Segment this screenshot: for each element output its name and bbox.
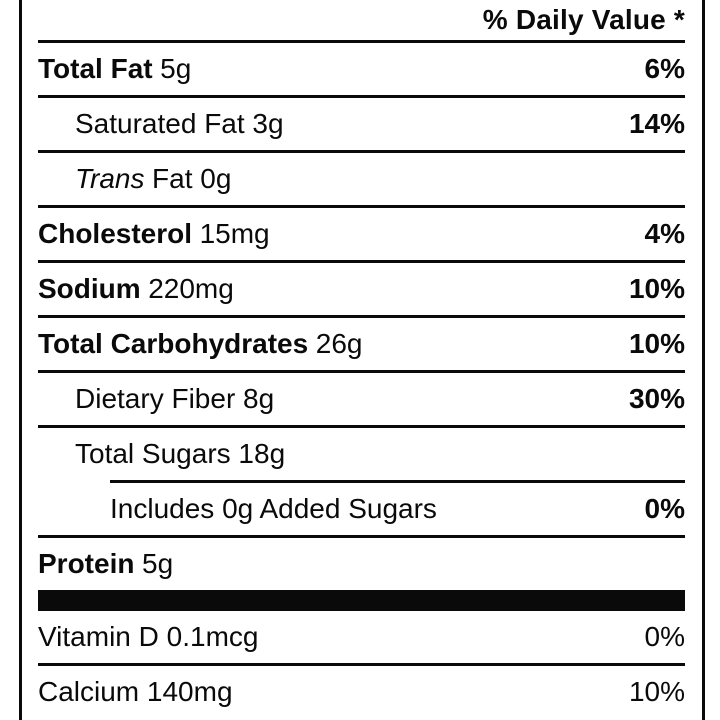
nutrient-name-amount: Vitamin D 0.1mcg (38, 621, 259, 652)
nutrient-name: Protein 5g (38, 548, 181, 580)
nutrient-name-amount: 15mg (199, 218, 270, 249)
nutrient-name: Vitamin D 0.1mcg (38, 621, 266, 653)
nutrient-row: Total Fat 5g 6% (38, 43, 685, 98)
nutrient-name-bold-part: Total Carbohydrates (38, 328, 309, 359)
nutrient-name: Sodium 220mg (38, 273, 241, 305)
nutrient-name-amount: Total Sugars 18g (75, 438, 286, 469)
nutrient-name-amount: Dietary Fiber 8g (75, 383, 275, 414)
nutrient-name-bold-part: Protein (38, 548, 135, 579)
nutrient-name: Trans Fat 0g (38, 163, 239, 195)
nutrient-name: Total Carbohydrates 26g (38, 328, 370, 360)
nutrient-row: Cholesterol 15mg 4% (38, 208, 685, 263)
nutrient-name-italic-part: Trans (75, 163, 145, 194)
nutrition-facts-label: % Daily Value * Total Fat 5g 6% Saturate… (19, 0, 705, 720)
nutrient-name: Includes 0g Added Sugars (38, 493, 444, 525)
nutrient-name-amount: 220mg (148, 273, 234, 304)
thick-divider-bar (38, 590, 685, 611)
nutrient-row: Protein 5g (38, 538, 685, 590)
nutrient-row: Trans Fat 0g (38, 153, 685, 208)
nutrient-name-bold-part: Sodium (38, 273, 141, 304)
nutrient-name: Saturated Fat 3g (38, 108, 291, 140)
nutrient-row: Dietary Fiber 8g 30% (38, 373, 685, 428)
nutrient-name: Total Fat 5g (38, 53, 199, 85)
daily-value-percent: 10% (628, 676, 685, 707)
daily-value-percent: 6% (644, 53, 685, 84)
nutrient-name-bold-part: Total Fat (38, 53, 153, 84)
nutrient-row: Sodium 220mg 10% (38, 263, 685, 318)
daily-value-percent: 4% (644, 218, 685, 249)
nutrient-row: Total Carbohydrates 26g 10% (38, 318, 685, 373)
nutrient-name-amount: Fat 0g (152, 163, 232, 194)
nutrient-row: Vitamin D 0.1mcg 0% (38, 611, 685, 666)
nutrient-name-amount: 5g (160, 53, 192, 84)
nutrient-name-amount: 26g (315, 328, 363, 359)
nutrient-rows: Total Fat 5g 6% Saturated Fat 3g 14% Tra… (38, 43, 685, 718)
nutrient-row: Calcium 140mg 10% (38, 666, 685, 718)
daily-value-percent: 0% (644, 493, 685, 524)
daily-value-header-label: % Daily Value * (482, 4, 685, 35)
nutrient-name: Dietary Fiber 8g (38, 383, 282, 415)
nutrient-name: Cholesterol 15mg (38, 218, 277, 250)
nutrient-name-bold-part: Cholesterol (38, 218, 193, 249)
daily-value-percent: 10% (628, 273, 685, 304)
nutrient-name: Total Sugars 18g (38, 438, 293, 470)
nutrient-name-amount: Saturated Fat 3g (75, 108, 284, 139)
nutrient-name-amount: Calcium 140mg (38, 676, 233, 707)
nutrient-name-amount: 5g (142, 548, 174, 579)
nutrient-row: Saturated Fat 3g 14% (38, 98, 685, 153)
nutrient-row: Includes 0g Added Sugars 0% (38, 483, 685, 538)
nutrient-name-amount: Includes 0g Added Sugars (110, 493, 437, 524)
nutrient-name: Calcium 140mg (38, 676, 240, 708)
daily-value-percent: 30% (628, 383, 685, 414)
daily-value-header: % Daily Value * (38, 0, 685, 43)
daily-value-percent: 14% (628, 108, 685, 139)
daily-value-percent: 0% (644, 621, 685, 652)
indented-divider (110, 480, 685, 483)
nutrient-row: Total Sugars 18g (38, 428, 685, 480)
daily-value-percent: 10% (628, 328, 685, 359)
